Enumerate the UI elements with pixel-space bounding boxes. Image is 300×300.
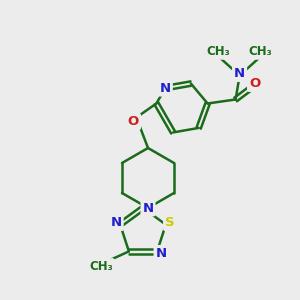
Text: N: N	[155, 247, 167, 260]
Text: CH₃: CH₃	[89, 260, 113, 273]
Text: N: N	[234, 67, 245, 80]
Text: N: N	[160, 82, 171, 94]
Text: S: S	[165, 216, 175, 229]
Text: O: O	[128, 115, 139, 128]
Text: O: O	[249, 77, 260, 90]
Text: N: N	[142, 202, 154, 214]
Text: CH₃: CH₃	[207, 45, 230, 58]
Text: CH₃: CH₃	[249, 45, 272, 58]
Text: N: N	[111, 216, 122, 229]
